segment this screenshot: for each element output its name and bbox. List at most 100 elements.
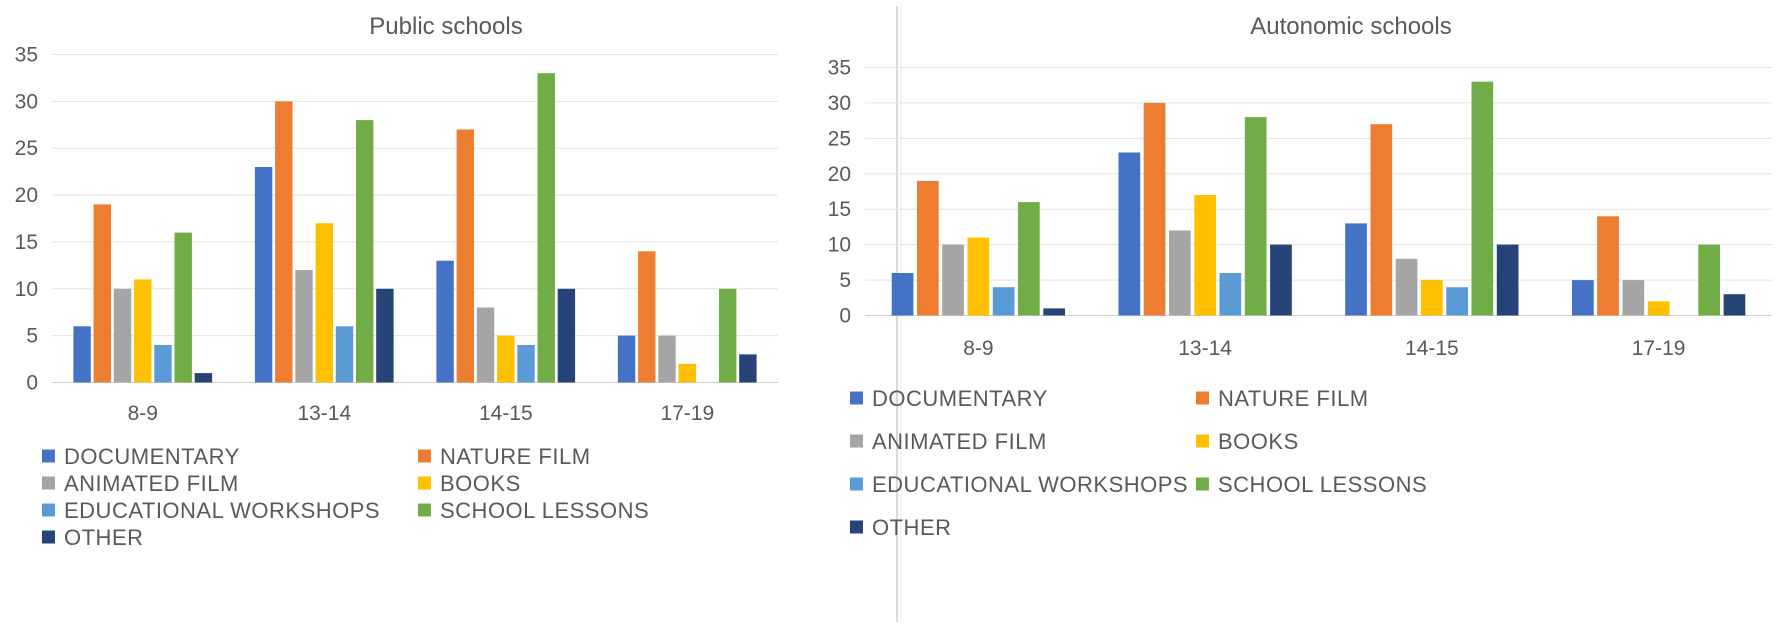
legend: DOCUMENTARY NATURE FILM ANIMATED FILM BOOKS… <box>850 386 1427 540</box>
chart-title: Public schools <box>369 13 522 40</box>
bar <box>476 307 495 383</box>
y-tick-label: 0 <box>839 305 851 328</box>
bar <box>154 345 172 383</box>
bar <box>617 335 636 383</box>
chart-title: Autonomic schools <box>1250 13 1451 40</box>
chart-public-schools: Public schools 0 5 10 15 20 25 30 35 8-9 13-14 14… <box>15 13 778 550</box>
gridlines <box>52 54 778 383</box>
x-tick-label: 13-14 <box>1178 337 1232 360</box>
bar <box>194 373 213 383</box>
bar <box>1421 280 1443 316</box>
bar <box>1572 280 1594 316</box>
bar <box>678 363 696 383</box>
legend-swatch <box>1196 477 1209 491</box>
y-tick-label: 35 <box>15 44 38 67</box>
bar <box>719 288 737 383</box>
y-tick-label: 20 <box>15 184 38 207</box>
y-tick-label: 25 <box>828 127 851 150</box>
legend-label: DOCUMENTARY <box>64 444 240 469</box>
legend-label: NATURE FILM <box>440 444 591 469</box>
bar <box>1471 81 1494 316</box>
bar <box>436 260 454 383</box>
legend-swatch <box>850 434 863 448</box>
x-tick-label: 14-15 <box>479 402 533 425</box>
bar <box>113 288 132 383</box>
bar <box>517 345 535 383</box>
bar <box>1043 308 1065 316</box>
bar <box>497 335 515 383</box>
legend-swatch <box>850 520 863 534</box>
legend-label: OTHER <box>64 525 144 550</box>
legend-swatch <box>850 391 863 405</box>
bar <box>315 223 333 383</box>
legend-swatch <box>42 503 55 517</box>
legend-label: ANIMATED FILM <box>872 429 1047 454</box>
x-tick-label: 14-15 <box>1405 337 1459 360</box>
bar <box>1723 294 1746 316</box>
bar <box>1622 280 1645 316</box>
legend-swatch <box>850 477 863 491</box>
bar <box>376 288 394 383</box>
bar <box>134 279 152 383</box>
bar <box>1143 102 1166 316</box>
bar <box>73 326 91 383</box>
x-tick-label: 8-9 <box>963 337 993 360</box>
legend-label: SCHOOL LESSONS <box>440 498 649 523</box>
y-tick-label: 10 <box>15 278 38 301</box>
legend-swatch <box>418 476 431 490</box>
y-tick-label: 25 <box>15 137 38 160</box>
bar <box>1597 216 1619 316</box>
bar <box>638 251 656 383</box>
y-tick-labels: 0 5 10 15 20 25 30 35 <box>828 57 851 328</box>
y-tick-label: 10 <box>828 234 851 257</box>
bar <box>456 129 474 383</box>
chart-autonomic-schools: Autonomic schools 0 5 10 15 20 25 30 35 8-9 13-1… <box>828 13 1772 540</box>
bar <box>1244 117 1267 316</box>
legend-swatch <box>42 476 55 490</box>
legend-swatch <box>418 449 431 463</box>
bar <box>1219 273 1242 316</box>
y-tick-label: 20 <box>828 163 851 186</box>
bar <box>295 270 313 383</box>
y-tick-label: 15 <box>828 198 851 221</box>
bar <box>1194 195 1216 316</box>
legend-label: NATURE FILM <box>1218 386 1369 411</box>
y-tick-label: 30 <box>828 92 851 115</box>
bar <box>891 273 914 316</box>
legend-label: BOOKS <box>440 471 521 496</box>
y-tick-label: 0 <box>26 372 38 395</box>
bar <box>93 204 111 383</box>
bar <box>1018 202 1040 316</box>
y-tick-label: 5 <box>839 269 851 292</box>
x-tick-label: 8-9 <box>128 402 158 425</box>
y-tick-label: 15 <box>15 231 38 254</box>
legend-label: ANIMATED FILM <box>64 471 239 496</box>
bar <box>658 335 676 383</box>
bar <box>942 244 964 316</box>
bar <box>1118 152 1141 316</box>
bar <box>1345 223 1367 316</box>
bars <box>891 81 1746 316</box>
bar <box>1169 230 1191 316</box>
legend-label: EDUCATIONAL WORKSHOPS <box>872 472 1188 497</box>
bar <box>1496 244 1519 316</box>
bar <box>1270 244 1292 316</box>
legend-label: BOOKS <box>1218 429 1299 454</box>
legend-label: EDUCATIONAL WORKSHOPS <box>64 498 380 523</box>
bar <box>967 237 990 316</box>
legend-label: DOCUMENTARY <box>872 386 1048 411</box>
bar <box>174 232 192 383</box>
bars <box>73 73 757 383</box>
x-tick-label: 17-19 <box>660 402 714 425</box>
legend-label: OTHER <box>872 515 952 540</box>
x-tick-label: 17-19 <box>1632 337 1686 360</box>
legend-swatch <box>418 503 431 517</box>
y-tick-label: 5 <box>26 325 38 348</box>
bar <box>275 101 293 383</box>
bar <box>1395 258 1418 316</box>
bar <box>537 73 555 383</box>
y-tick-label: 30 <box>15 90 38 113</box>
bar <box>1370 124 1393 316</box>
bar <box>992 287 1015 316</box>
